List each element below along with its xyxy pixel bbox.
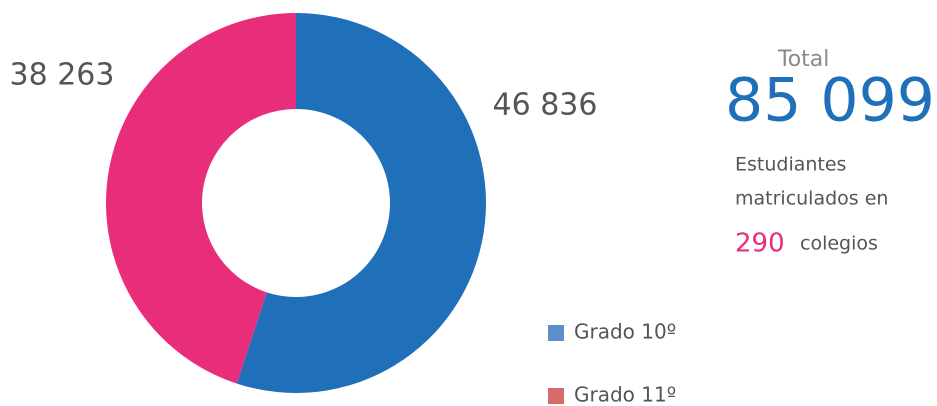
legend-swatch [548, 388, 564, 404]
legend-swatch [548, 325, 564, 341]
value-label: 46 836 [493, 88, 598, 123]
value-label: 38 263 [10, 58, 115, 93]
legend-label: Grado 11º [574, 383, 676, 406]
donut-slice [236, 13, 487, 393]
caption-line: Estudiantes [735, 154, 846, 176]
caption-line: matriculados en [735, 188, 888, 210]
legend-label: Grado 10º [574, 320, 676, 344]
donut-slice [105, 13, 296, 384]
total-title: Total [777, 47, 829, 72]
school-label: colegios [800, 233, 878, 255]
school-count: 290 [735, 229, 785, 259]
total-value: 85 099 [725, 66, 935, 136]
